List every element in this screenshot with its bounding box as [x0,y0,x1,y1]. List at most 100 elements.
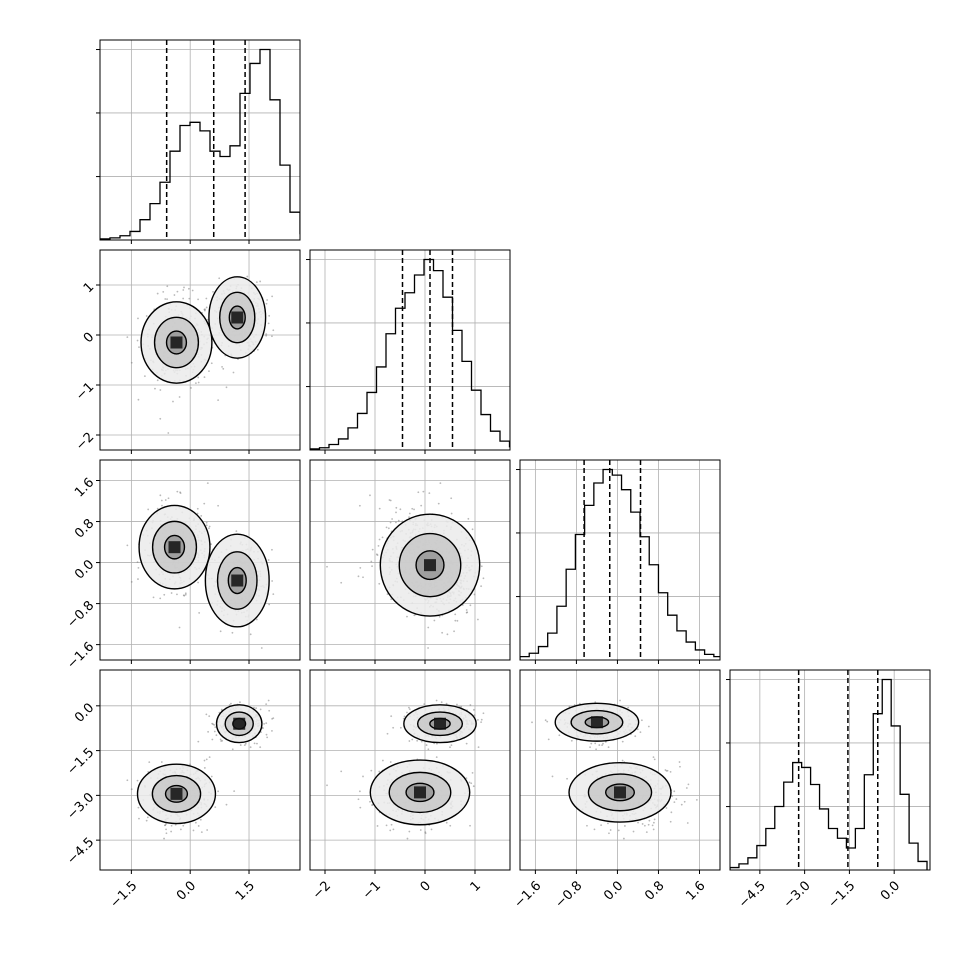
scatter-point [696,799,698,801]
scatter-point [190,387,192,389]
scatter-point [389,830,391,832]
scatter-point [137,780,139,782]
scatter-point [220,738,222,740]
scatter-point [189,763,191,765]
scatter-point [369,801,371,803]
scatter-point [359,505,361,507]
scatter-point [427,627,429,629]
scatter-point [483,577,485,579]
scatter-point [240,744,242,746]
scatter-point [602,743,604,745]
scatter-point [473,709,475,711]
scatter-point [146,315,148,317]
scatter-point [268,710,270,712]
scatter-point [256,743,258,745]
scatter-point [460,706,462,708]
hist-panel-3: −4.5 −3.0 −1.5 0.0 [726,670,930,911]
scatter-point [446,822,448,824]
scatter-point [607,823,609,825]
scatter-point [686,787,688,789]
scatter-point [201,831,203,833]
scatter-point [183,594,185,596]
scatter-point [395,512,397,514]
scatter-point [266,737,268,739]
scatter-point [153,596,155,598]
scatter-point [188,288,190,290]
scatter-point [164,824,166,826]
scatter-point [131,362,133,364]
scatter-point [653,756,655,758]
scatter-point [640,731,642,733]
scatter-point [586,825,588,827]
axes-frame [310,250,510,450]
scatter-point [646,831,648,833]
scatter-point [590,743,592,745]
scatter-point [378,583,380,585]
density-peak [434,718,446,730]
scatter-point [168,497,170,499]
scatter-point [450,497,452,499]
scatter-point [206,758,208,760]
x-tick-label: 0 [418,878,434,894]
scatter-point [198,825,200,827]
scatter-point [395,507,397,509]
scatter-point [466,743,468,745]
scatter-point [610,829,612,831]
scatter-point [633,831,635,833]
scatter-point [138,399,140,401]
scatter-point [159,494,161,496]
scatter-point [436,700,438,702]
scatter-point [167,432,169,434]
scatter-point [436,756,438,758]
scatter-point [423,703,425,705]
scatter-point [447,633,449,635]
scatter-point [439,616,441,618]
scatter-point [214,726,216,728]
scatter-point [608,746,610,748]
scatter-point [211,739,213,741]
scatter-point [271,335,273,337]
scatter-point [457,620,459,622]
scatter-point [232,748,234,750]
contour-group [137,705,261,824]
density-peak [231,312,243,324]
scatter-point [469,781,471,783]
scatter-point [256,281,258,283]
scatter-point [205,298,207,300]
scatter-point [413,509,415,511]
scatter-point [426,744,428,746]
scatter-point [681,804,683,806]
scatter-point [594,828,596,830]
scatter-point [362,576,364,578]
scatter-point [472,528,474,530]
scatter-point [206,829,208,831]
scatter-point [648,824,650,826]
scatter-point [214,806,216,808]
scatter-point [161,500,163,502]
scatter-point [673,790,675,792]
scatter-point [164,298,166,300]
density-peak [591,716,603,728]
scatter-point [378,771,380,773]
scatter-point [261,647,263,649]
scatter-point [624,825,626,827]
scatter-point [197,298,199,300]
scatter-point [362,776,364,778]
scatter-point [217,399,219,401]
scatter-point [146,820,148,822]
scatter-point [416,740,418,742]
scatter-point [192,290,194,292]
scatter-point [670,771,672,773]
scatter-point [600,824,602,826]
scatter-point [176,491,178,493]
scatter-point [217,505,219,507]
scatter-point [370,561,372,563]
scatter-point [171,592,173,594]
scatter-point [379,539,381,541]
scatter-point [266,299,268,301]
scatter-point [390,715,392,717]
scatter-point [268,315,270,317]
y-tick-label: −3.0 [64,790,97,823]
scatter-point [165,828,167,830]
x-tick-label: 0.0 [601,878,626,903]
